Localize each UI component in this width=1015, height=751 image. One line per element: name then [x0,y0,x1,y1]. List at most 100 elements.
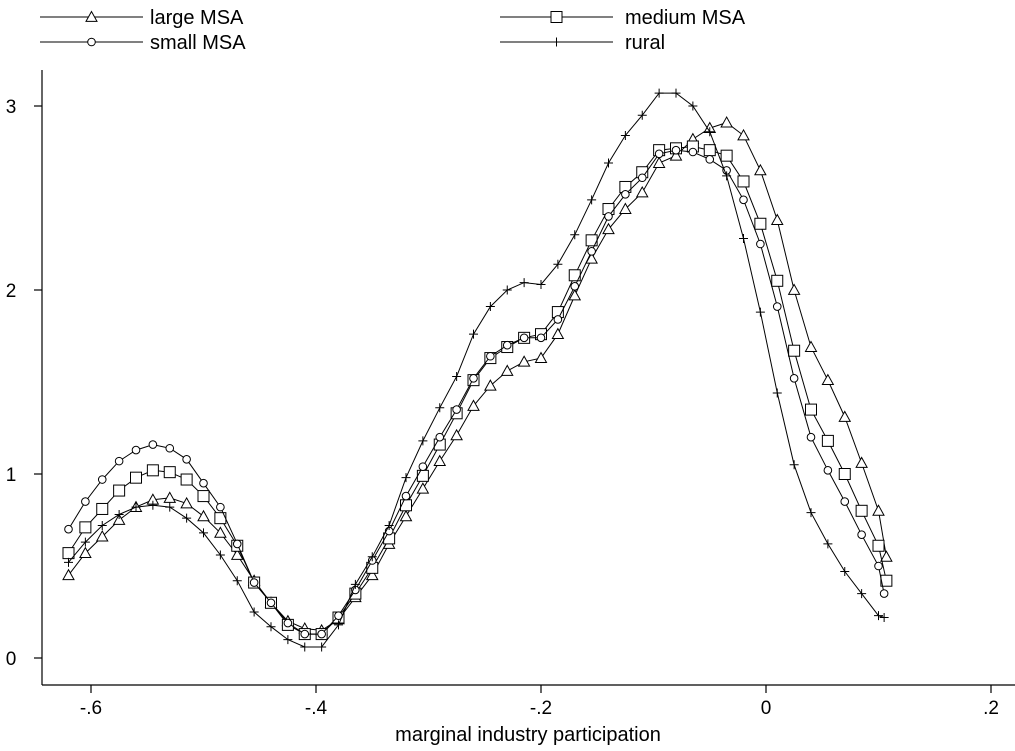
data-point-rural [97,521,107,531]
legend: large MSA medium MSA small MSA rural [40,7,746,54]
data-point-large-msa [737,128,750,141]
data-point-rural [148,500,158,510]
legend-marker [552,37,561,47]
data-point-rural [452,371,462,381]
data-point-small-msa [857,530,866,540]
data-point-large-msa [399,509,413,522]
data-point-rural [64,557,73,567]
data-point-large-msa [787,283,801,295]
data-point-small-msa [519,333,529,343]
data-point-rural [840,567,850,577]
data-point-rural [283,635,293,645]
data-point-large-msa [754,163,767,176]
data-point-rural [874,611,883,621]
x-tick-label: -.4 [305,698,328,719]
data-point-small-msa [165,443,175,453]
data-point-large-msa [619,202,632,214]
axes [41,70,1015,686]
data-point-small-msa [401,491,411,501]
data-point-large-msa [534,351,548,363]
legend-label: large MSA [150,7,244,29]
data-point-rural [722,171,732,181]
data-point-medium-msa [703,144,716,157]
data-point-rural [80,537,90,547]
x-tick-label: -.6 [80,698,102,719]
data-point-medium-msa [788,344,801,357]
data-point-small-msa [283,618,293,628]
data-point-large-msa [230,548,244,560]
data-point-rural [367,552,377,562]
data-point-small-msa [806,432,816,442]
axis-ticks: -.6 -.4 -.2 0 .2 0 1 2 3 [6,97,999,719]
data-point-rural [671,88,681,98]
data-point-small-msa [621,190,630,199]
data-point-small-msa [249,578,259,587]
data-point-small-msa [300,629,310,639]
data-point-large-msa [669,149,683,161]
data-point-small-msa [756,239,765,249]
data-point-large-msa [770,213,784,225]
data-point-rural [317,642,327,652]
data-point-large-msa [112,513,126,525]
data-point-small-msa [654,149,664,159]
data-point-rural [536,279,546,289]
data-point-medium-msa [855,504,868,517]
data-point-small-msa [232,539,242,549]
data-point-rural [300,642,310,652]
data-point-rural [384,521,394,531]
data-point-medium-msa [130,471,142,484]
data-point-rural [879,613,889,623]
data-point-medium-msa [79,521,92,534]
data-point-small-msa [64,524,73,534]
legend-label: medium MSA [625,7,746,29]
data-point-small-msa [604,212,613,221]
legend-label: small MSA [150,32,246,54]
data-point-small-msa [469,374,478,383]
data-point-small-msa [81,497,90,506]
data-point-medium-msa [754,217,767,230]
series-line-small-msa [68,149,885,635]
legend-item-medium-msa: medium MSA [500,7,746,29]
data-point-large-msa [62,568,75,581]
data-point-large-msa [804,340,818,352]
data-point-rural [654,88,664,98]
series-line-rural [68,92,885,648]
data-point-small-msa [131,445,141,455]
data-point-rural [755,307,765,317]
data-point-small-msa [637,173,647,183]
legend-label: rural [625,32,665,54]
y-tick-label: 1 [6,465,17,486]
data-point-large-msa [365,568,379,581]
data-point-small-msa [148,440,158,449]
y-tick-label: 2 [6,281,17,302]
y-tick-label: 3 [6,97,17,118]
data-point-rural [435,403,445,413]
data-point-rural [232,576,242,586]
data-point-small-msa [879,589,889,598]
data-point-rural [705,127,715,137]
data-point-large-msa [484,379,497,391]
data-point-rural [131,502,141,512]
data-point-medium-msa [180,473,193,486]
data-point-small-msa [266,598,276,608]
data-point-large-msa [467,399,480,411]
data-point-rural [620,130,630,140]
data-point-large-msa [720,116,733,128]
data-point-rural [688,101,698,111]
data-point-rural [637,110,647,120]
data-point-rural [502,285,512,295]
data-point-small-msa [823,466,833,475]
data-point-large-msa [551,327,565,340]
data-point-small-msa [502,340,512,350]
data-point-small-msa [772,302,782,311]
data-point-rural [857,589,867,599]
legend-item-rural: rural [500,32,665,54]
legend-marker [550,11,563,23]
plot-area [62,88,893,652]
data-point-small-msa [486,351,495,361]
data-point-rural [469,329,478,339]
data-point-small-msa [688,147,698,157]
data-point-rural [182,513,192,523]
legend-item-small-msa: small MSA [40,32,246,54]
data-point-large-msa [635,185,649,198]
